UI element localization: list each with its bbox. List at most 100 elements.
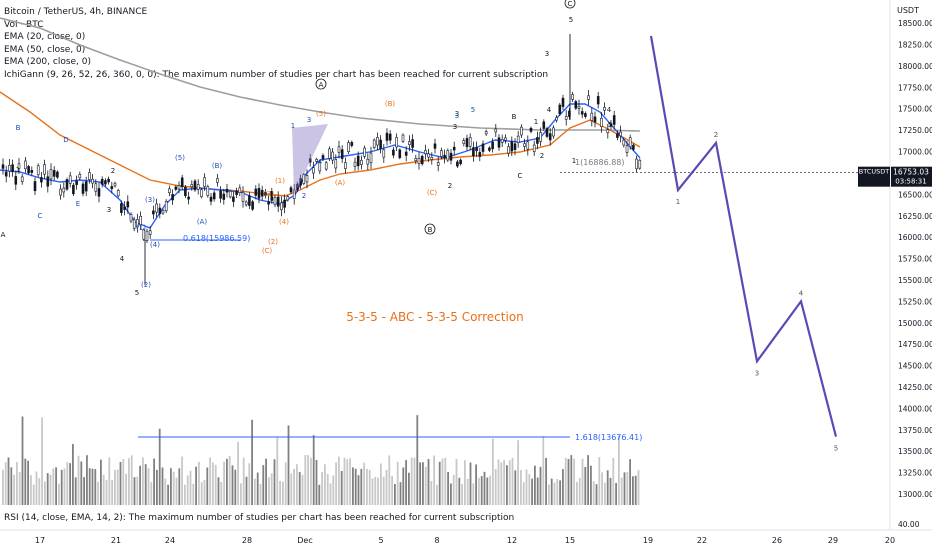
ema200-study-label[interactable]: EMA (200, close, 0)	[4, 57, 92, 67]
volume-bar	[368, 469, 371, 505]
volume-bar	[80, 461, 83, 505]
candle-body	[440, 150, 443, 157]
fib-1-label: 1(16886.88)	[575, 158, 625, 167]
volume-bar	[326, 473, 329, 505]
volume-bar	[198, 461, 200, 505]
ema50-study-label[interactable]: EMA (50, close, 0)	[4, 44, 86, 55]
volume-bar	[570, 455, 573, 505]
candle-body	[43, 164, 46, 175]
candle-body	[46, 176, 50, 187]
volume-bar	[590, 465, 592, 505]
volume-bar	[312, 435, 315, 505]
bar-countdown: 03:58:31	[895, 178, 926, 186]
candle-body	[433, 143, 437, 149]
candle-body	[280, 202, 283, 211]
volume-bar	[430, 481, 433, 505]
candle-body	[251, 201, 254, 210]
volume-bar	[352, 467, 354, 505]
volume-bar	[360, 468, 363, 505]
candle-body	[225, 188, 229, 193]
volume-bar	[321, 472, 323, 505]
candle-body	[286, 196, 290, 201]
volume-bar	[170, 468, 172, 505]
ichigann-study-label[interactable]: IchiGann (9, 26, 52, 26, 360, 0, 0): The…	[4, 69, 549, 80]
candle-body	[536, 137, 539, 144]
time-tick-label: Dec	[297, 536, 312, 545]
volume-bar	[380, 463, 382, 505]
candle-body	[97, 188, 101, 197]
candle-body	[388, 133, 392, 141]
volume-bar	[343, 457, 346, 505]
volume-bar	[525, 469, 528, 505]
candle-body	[212, 192, 216, 200]
volume-bar	[601, 472, 603, 505]
candle-body	[129, 214, 133, 222]
candle-body	[171, 194, 174, 201]
volume-bar	[517, 440, 519, 505]
volume-bar	[340, 470, 343, 505]
price-tick-label: 18500.00	[898, 19, 932, 28]
candle-body	[625, 145, 629, 153]
volume-bar	[391, 476, 393, 505]
symbol-title[interactable]: Bitcoin / TetherUS, 4h, BINANCE	[4, 7, 148, 17]
wave-label-black: 3	[453, 123, 457, 131]
candle-body	[292, 189, 296, 199]
candle-body	[456, 161, 459, 167]
wave-circle-b-text: B	[428, 226, 433, 234]
candle-body	[136, 219, 139, 228]
candle-body	[449, 152, 453, 161]
volume-bar	[273, 459, 276, 505]
volume-bar	[623, 472, 626, 505]
price-tick-label: 18000.00	[898, 62, 932, 71]
candle-body	[126, 201, 130, 208]
candle-body	[196, 184, 200, 190]
rsi-study-label[interactable]: RSI (14, close, EMA, 14, 2): The maximum…	[4, 513, 515, 523]
volume-bar	[94, 469, 97, 505]
candle-body	[379, 139, 382, 149]
volume-bar	[172, 471, 175, 505]
projection-wave-label: 5	[834, 445, 838, 453]
volume-bar	[83, 477, 85, 505]
candle-body	[411, 139, 414, 148]
candle-body	[404, 151, 408, 156]
wave-label-blue: 4	[318, 158, 323, 166]
volume-bar	[500, 462, 503, 505]
candle-body	[603, 107, 606, 111]
volume-bar	[100, 459, 102, 505]
projection-wave-label: 1	[676, 198, 680, 206]
volume-bar	[382, 476, 385, 505]
volume-bar	[564, 457, 567, 505]
candle-body	[270, 190, 274, 201]
wave-label-blue: (A)	[197, 218, 208, 226]
volume-bar	[492, 438, 494, 505]
candle-body	[52, 170, 56, 177]
volume-bar	[46, 473, 49, 505]
volume-bar	[458, 477, 461, 505]
candle-body	[81, 183, 85, 194]
candle-body	[328, 148, 331, 159]
candle-body	[523, 143, 526, 147]
candle-body	[254, 188, 258, 196]
ema20-study-label[interactable]: EMA (20, close, 0)	[4, 32, 86, 42]
volume-bar	[396, 461, 399, 505]
candle-body	[56, 171, 59, 178]
volume-bar	[573, 458, 575, 505]
volume-bar	[534, 465, 536, 505]
time-tick-label: 8	[434, 536, 439, 545]
candle-body	[222, 193, 226, 200]
time-tick-label: 15	[565, 536, 575, 545]
price-tick-label: 13250.00	[898, 469, 932, 478]
wave-label-blue: B	[16, 124, 21, 132]
volume-bar	[324, 464, 326, 505]
volume-bar	[254, 478, 256, 505]
candle-body	[369, 152, 373, 164]
candle-body	[494, 128, 498, 133]
time-tick-label: 22	[697, 536, 707, 545]
annotation-layer: 1.618(13676.41) 1 2 3 4 5 0.618(15986.59) 1(168…	[1, 0, 858, 453]
volume-bar	[436, 484, 438, 505]
candle-body	[68, 175, 72, 184]
volume-bar	[548, 484, 550, 505]
candle-body	[539, 132, 542, 142]
volume-bar	[91, 468, 94, 505]
